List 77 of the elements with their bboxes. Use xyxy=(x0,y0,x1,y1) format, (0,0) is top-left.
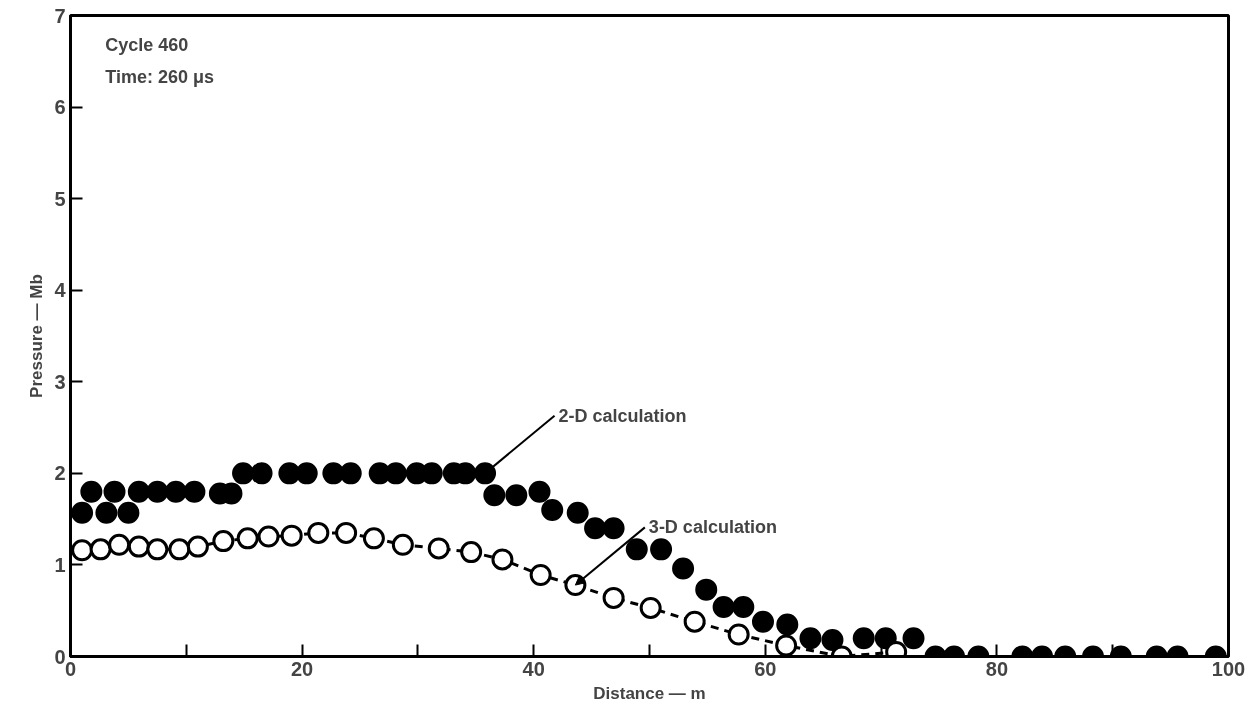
point xyxy=(727,623,750,646)
point xyxy=(602,586,625,609)
point xyxy=(672,557,695,580)
x-tick-label: 100 xyxy=(1211,657,1246,680)
point xyxy=(127,535,150,558)
point xyxy=(295,462,318,485)
point xyxy=(322,462,345,485)
point xyxy=(902,627,925,650)
point xyxy=(821,629,844,651)
point xyxy=(71,539,94,562)
point xyxy=(183,480,206,503)
point xyxy=(212,530,235,553)
x-tick-label: 60 xyxy=(754,657,777,680)
point xyxy=(639,596,662,619)
point xyxy=(339,462,362,485)
point xyxy=(95,501,118,524)
point xyxy=(280,524,303,547)
point xyxy=(362,527,385,550)
point xyxy=(80,480,103,503)
x-tick-label: 20 xyxy=(290,657,314,680)
point xyxy=(566,501,589,524)
point xyxy=(427,537,450,560)
point xyxy=(71,501,94,524)
point xyxy=(528,480,551,503)
point xyxy=(799,627,822,650)
point xyxy=(541,499,564,521)
point xyxy=(695,578,718,601)
point xyxy=(89,538,112,561)
y-tick-label: 3 xyxy=(54,370,66,393)
point xyxy=(335,521,358,544)
point xyxy=(491,548,514,571)
y-tick-label: 6 xyxy=(54,96,66,119)
point xyxy=(625,538,648,561)
point xyxy=(505,484,528,507)
point xyxy=(250,462,273,485)
point xyxy=(103,480,126,503)
annotation: 2-D calculation xyxy=(558,405,687,426)
point xyxy=(650,538,673,561)
annotation: 3-D calculation xyxy=(648,517,777,538)
annotation: Cycle 460 xyxy=(105,34,189,55)
point xyxy=(751,610,774,633)
point xyxy=(236,527,259,550)
y-tick-label: 7 xyxy=(54,4,66,27)
point xyxy=(232,462,255,485)
point xyxy=(164,480,187,503)
x-axis-title: Distance — m xyxy=(593,683,706,703)
point xyxy=(168,538,191,561)
y-tick-label: 4 xyxy=(54,279,67,302)
point xyxy=(108,533,131,556)
point xyxy=(852,627,875,650)
y-tick-label: 2 xyxy=(54,462,66,485)
point xyxy=(146,480,169,503)
point xyxy=(117,501,140,524)
x-tick-label: 40 xyxy=(522,657,545,680)
point xyxy=(186,535,209,558)
point xyxy=(584,517,607,540)
point xyxy=(460,541,483,564)
y-tick-label: 1 xyxy=(54,553,66,576)
point xyxy=(483,484,506,507)
point xyxy=(146,538,169,561)
point xyxy=(278,462,301,485)
point xyxy=(732,596,755,619)
point xyxy=(257,525,280,548)
point xyxy=(683,610,706,633)
point xyxy=(775,634,798,657)
point xyxy=(307,521,330,544)
x-tick-label: 80 xyxy=(985,657,1009,680)
point xyxy=(712,596,735,619)
point xyxy=(127,480,150,503)
point xyxy=(529,564,552,586)
point xyxy=(384,462,407,485)
point xyxy=(391,533,414,556)
point xyxy=(602,517,625,540)
point xyxy=(776,613,799,636)
y-axis-title: Pressure — Mb xyxy=(27,274,47,398)
annotation: Time: 260 μs xyxy=(105,66,214,87)
y-tick-label: 5 xyxy=(54,187,66,210)
